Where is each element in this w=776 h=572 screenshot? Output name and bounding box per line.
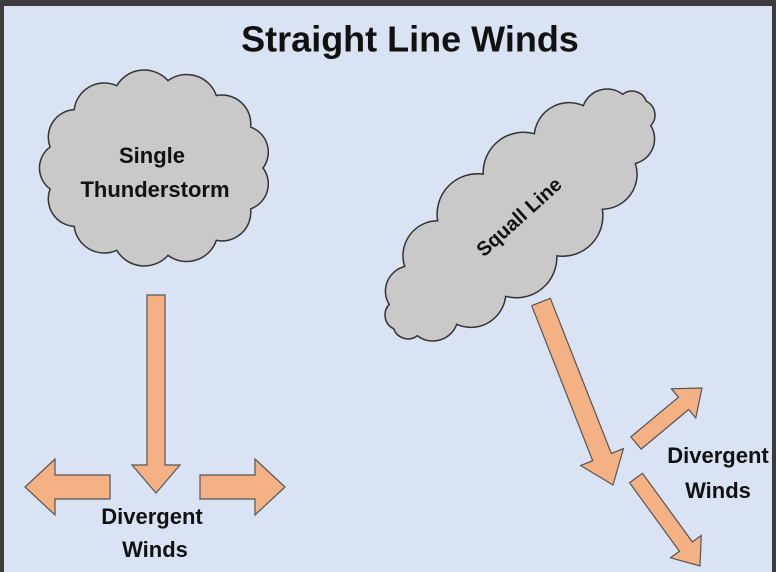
- winds-label: Winds: [685, 478, 751, 503]
- winds-label: Divergent: [667, 443, 769, 468]
- storm-label: Thunderstorm: [80, 177, 229, 202]
- title: Straight Line Winds: [241, 19, 579, 60]
- storm-label: Single: [119, 143, 185, 168]
- diagram: Straight Line Winds Single Thunderstorm …: [0, 0, 776, 572]
- winds-label: Divergent: [101, 504, 203, 529]
- page: Straight Line Winds Single Thunderstorm …: [0, 0, 776, 572]
- winds-label: Winds: [122, 537, 188, 562]
